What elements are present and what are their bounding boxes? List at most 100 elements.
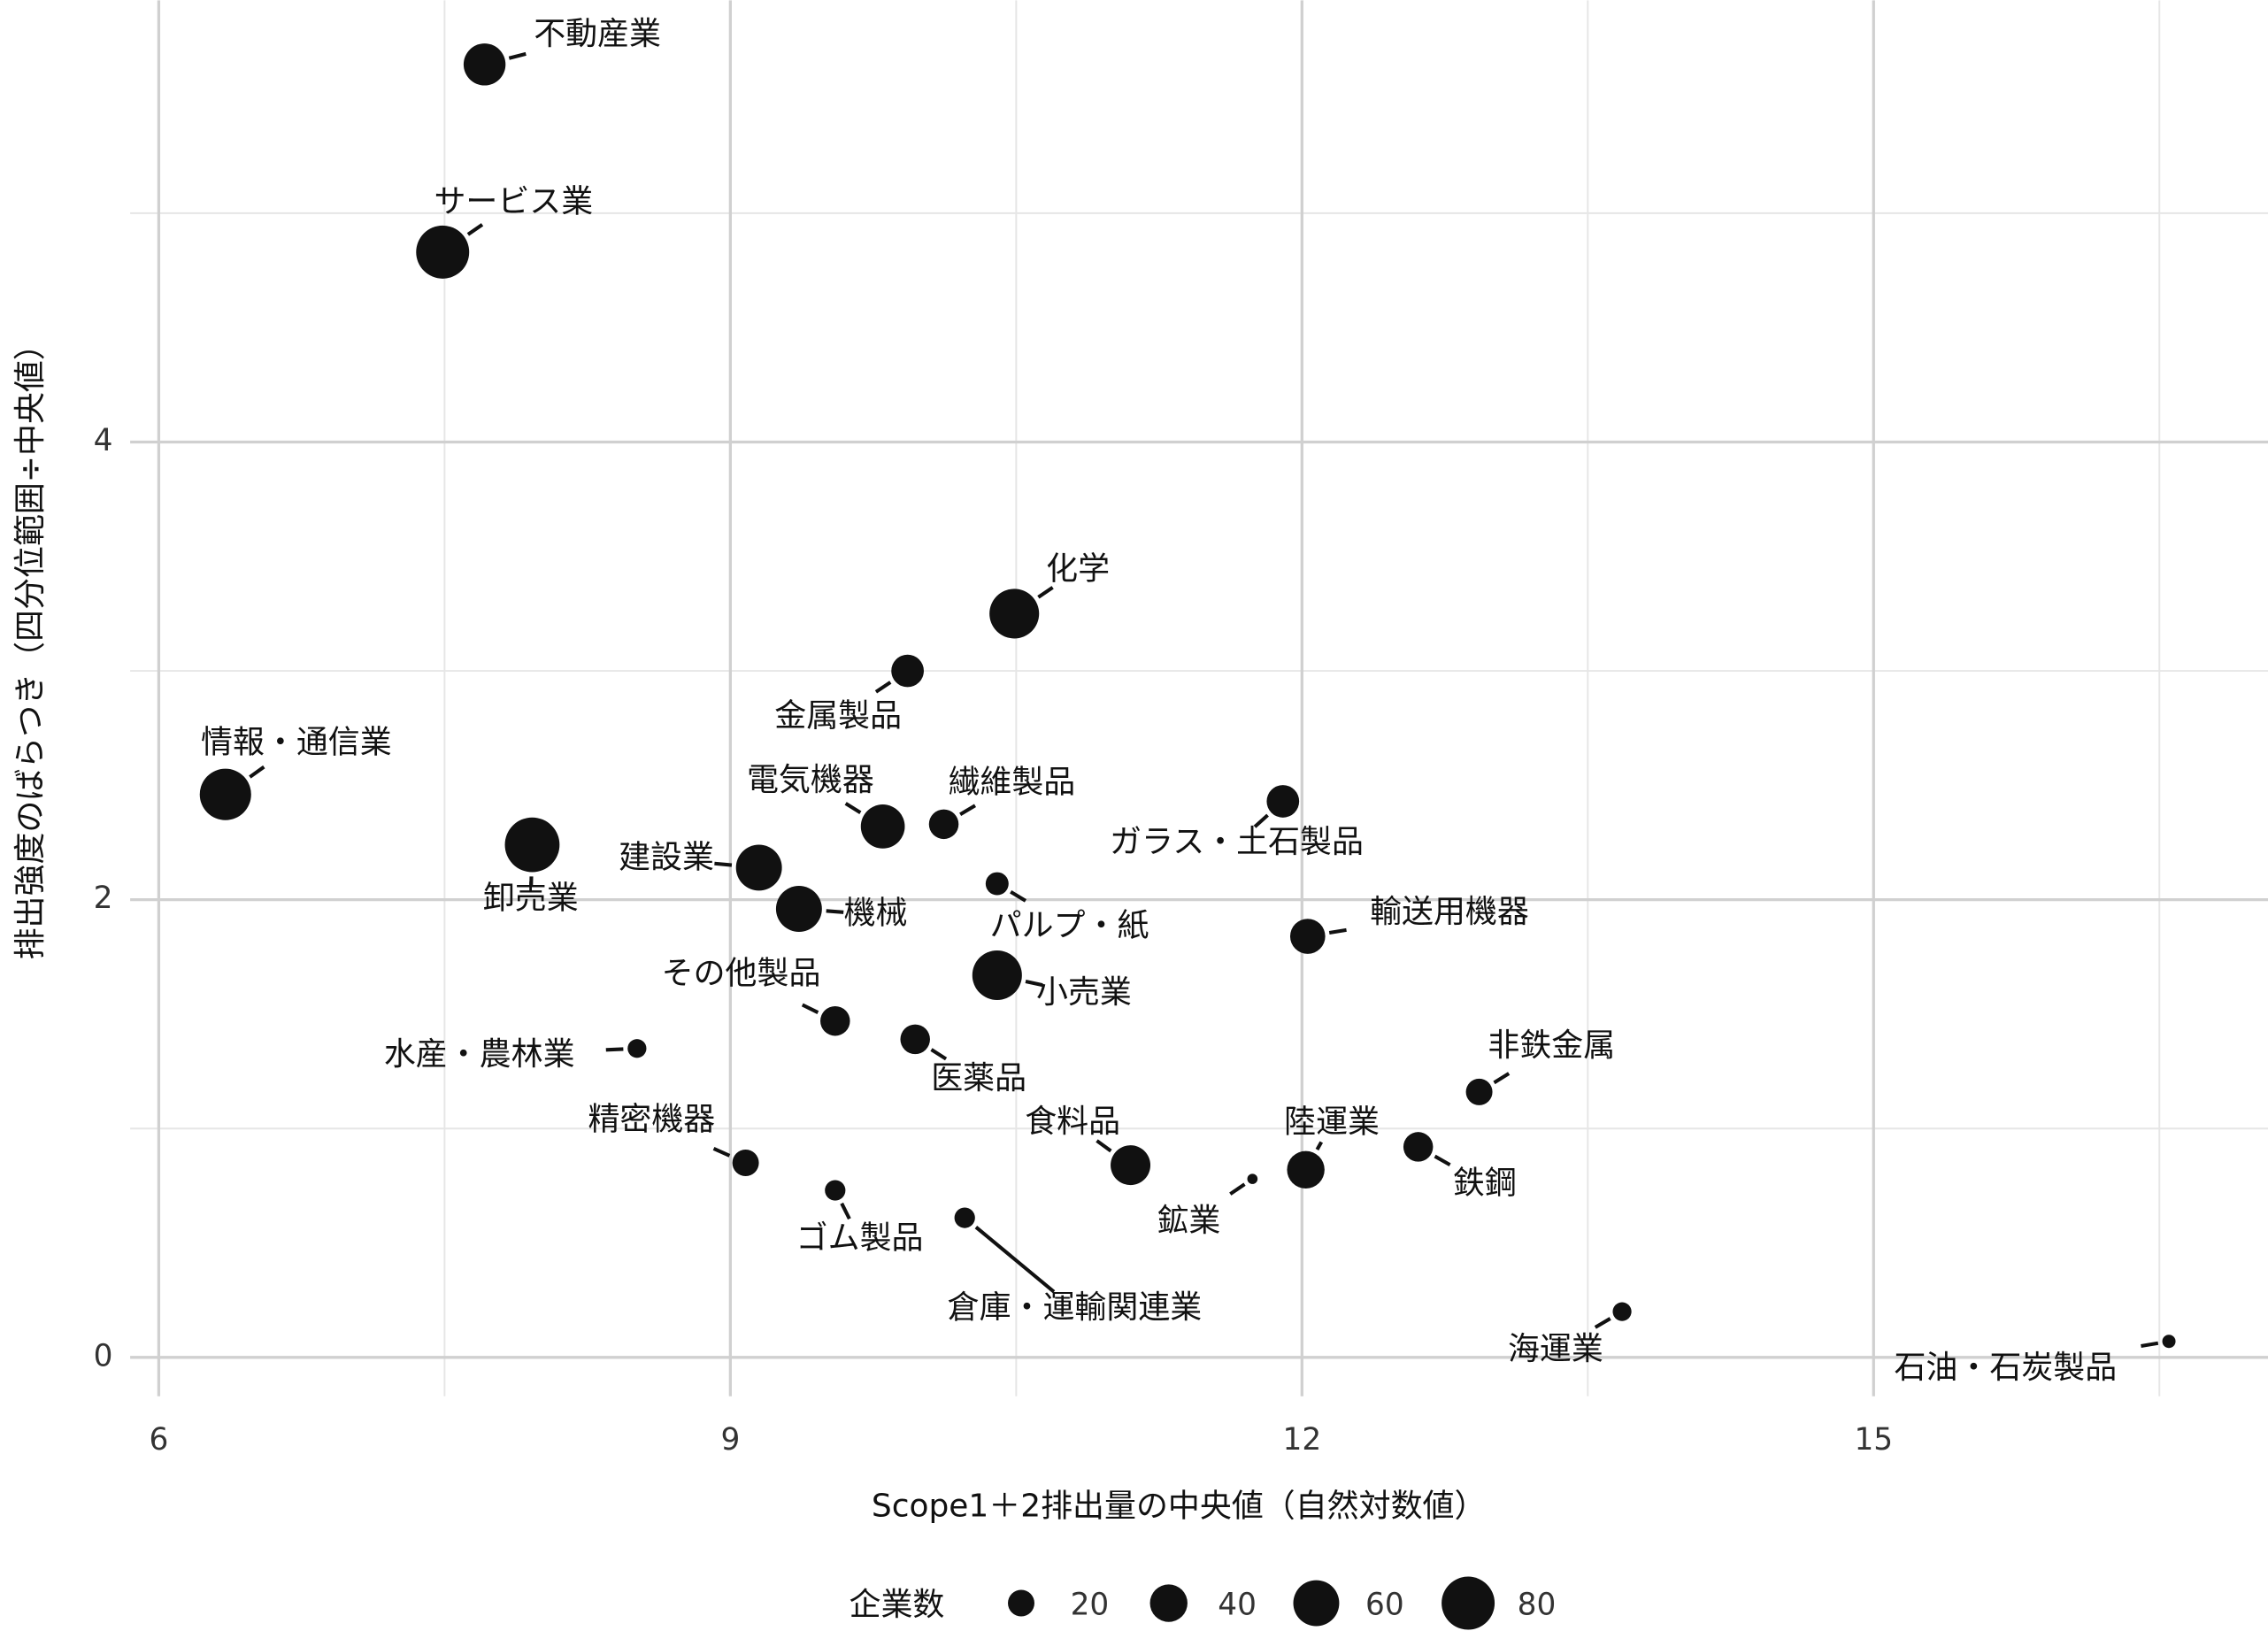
y-tick-label: 2 (94, 881, 113, 916)
grid (130, 0, 2268, 1396)
x-tick-label: 9 (720, 1422, 740, 1458)
y-axis-title: 排出強度のばらつき（四分位範囲÷中央値） (12, 328, 49, 959)
leader-line (1253, 813, 1269, 828)
legend-title: 企業数 (850, 1587, 945, 1623)
point (199, 768, 251, 820)
point-label: その他製品 (662, 955, 821, 991)
leader-line (2141, 1341, 2159, 1349)
point-label: 陸運業 (1284, 1104, 1380, 1140)
legend-marker (1442, 1576, 1495, 1630)
leader-line (1010, 890, 1027, 903)
point-label: 不動産業 (534, 16, 661, 52)
leader-line (1037, 586, 1054, 599)
point-label: 金属製品 (774, 697, 902, 734)
legend-label: 20 (1071, 1587, 1110, 1622)
point-label: 食料品 (1025, 1104, 1120, 1140)
leader-line (930, 1048, 948, 1061)
leader-line (1493, 1072, 1511, 1085)
point (860, 804, 905, 849)
point-label: 鉄鋼 (1453, 1165, 1517, 1201)
point (1403, 1132, 1434, 1162)
point-label: ゴム製品 (796, 1220, 924, 1257)
point-label: 卸売業 (483, 881, 579, 917)
point (735, 844, 782, 891)
point-label: パルプ・紙 (990, 908, 1149, 944)
point (1287, 1150, 1325, 1189)
leader-line (1315, 1141, 1324, 1151)
leader-line (1025, 979, 1043, 988)
point (1247, 1173, 1258, 1184)
leader-line (1096, 1139, 1112, 1153)
leader-line (826, 909, 844, 914)
point (985, 872, 1009, 896)
point-label: 石油・石炭製品 (1894, 1350, 2117, 1386)
legend-marker (1149, 1584, 1188, 1622)
point (928, 809, 959, 840)
legend-label: 80 (1518, 1587, 1557, 1622)
legend-label: 40 (1218, 1587, 1257, 1622)
leader-line (714, 861, 733, 867)
leader-line (605, 1047, 624, 1052)
leader-line (840, 1202, 851, 1220)
point-label: 機械 (844, 896, 908, 932)
point-label: 繊維製品 (948, 765, 1075, 801)
point (1111, 1145, 1151, 1186)
point (954, 1207, 975, 1228)
x-axis-title: Scope1＋2排出量の中央値（自然対数値） (872, 1489, 1487, 1525)
point-label: 鉱業 (1157, 1203, 1220, 1239)
point (989, 589, 1040, 639)
point (1612, 1302, 1632, 1321)
point-label: 非鉄金属 (1488, 1027, 1615, 1064)
leader-line (466, 223, 484, 236)
point (1289, 919, 1326, 954)
y-tick-label: 4 (94, 423, 113, 458)
legend-label: 60 (1365, 1587, 1404, 1622)
leader-line (801, 1003, 819, 1014)
point-label: 輸送用機器 (1370, 894, 1529, 930)
point (1266, 785, 1300, 818)
point (732, 1150, 759, 1177)
x-tick-label: 6 (149, 1422, 168, 1458)
point-label: 倉庫・運輸関連業 (948, 1289, 1203, 1326)
point-label: 情報・通信業 (201, 724, 392, 760)
leader-line (844, 802, 862, 814)
x-tick-label: 15 (1854, 1422, 1893, 1458)
point-label: 建設業 (619, 840, 714, 876)
leader-line (974, 1226, 1056, 1294)
legend-marker (1008, 1589, 1034, 1617)
point (972, 950, 1022, 1001)
y-tick-label: 0 (94, 1338, 113, 1373)
point-label: 小売業 (1036, 974, 1132, 1011)
point (820, 1005, 850, 1036)
point-label: 医薬品 (931, 1060, 1026, 1096)
point-label: ガラス・土石製品 (1110, 824, 1364, 860)
leader-line (712, 1147, 731, 1158)
leader-line (1594, 1317, 1611, 1329)
point-label: 水産・農林業 (384, 1036, 575, 1073)
leader-line (959, 804, 977, 816)
leader-line (508, 51, 527, 60)
leader-line (874, 681, 892, 694)
point-label: サービス業 (434, 183, 593, 219)
point-label: 化学 (1046, 550, 1110, 587)
point (1465, 1078, 1493, 1105)
point (825, 1180, 846, 1201)
legend-marker (1293, 1580, 1340, 1627)
leader-line (1229, 1182, 1246, 1196)
point (891, 654, 924, 688)
leader-line (1434, 1154, 1451, 1167)
point (504, 817, 560, 873)
point (775, 886, 822, 932)
point-label: 海運業 (1508, 1331, 1603, 1367)
point (900, 1024, 930, 1055)
point (2162, 1335, 2176, 1349)
point (463, 43, 506, 86)
leader-line (249, 765, 265, 779)
point-label: 精密機器 (588, 1102, 715, 1138)
point-label: 電気機器 (747, 762, 874, 798)
x-tick-label: 12 (1282, 1422, 1321, 1458)
point (416, 225, 470, 279)
leader-line (1328, 927, 1347, 935)
point (627, 1039, 647, 1058)
